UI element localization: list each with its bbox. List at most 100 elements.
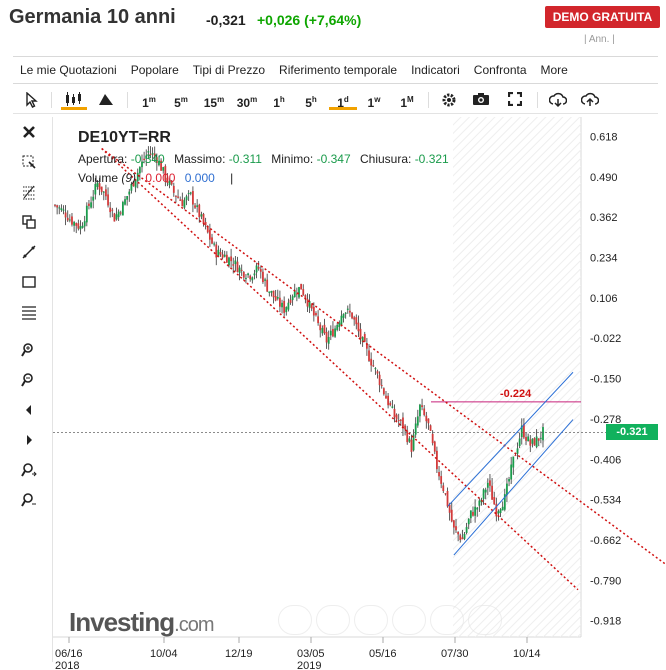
download-icon[interactable] (547, 90, 569, 110)
candle-body (497, 511, 500, 514)
timeframe-1d[interactable]: 1d (329, 90, 357, 110)
menu-price-type[interactable]: Tipi di Prezzo (192, 63, 266, 77)
date-tick-year: 2018 (55, 660, 79, 670)
zoom-in-icon[interactable] (21, 342, 43, 364)
menu-popular[interactable]: Popolare (130, 63, 179, 77)
timeframe-1M[interactable]: 1M (400, 95, 414, 110)
candle-body (170, 180, 173, 185)
rectangle-icon[interactable] (21, 274, 43, 296)
candle-body (262, 271, 264, 283)
close-icon[interactable] (21, 124, 43, 146)
zoom-extent-in-icon[interactable] (21, 462, 43, 484)
candle-body (185, 196, 188, 201)
menu-more[interactable]: More (540, 63, 568, 77)
timeframe-15m[interactable]: 15m (203, 95, 225, 110)
price-chart[interactable]: 0.618 0.490 0.362 0.234 0.106 -0.022 -0.150 -0.… (53, 117, 666, 670)
candle-body (508, 479, 510, 482)
candle-body (62, 209, 65, 211)
timeframe-1h[interactable]: 1h (273, 95, 285, 110)
trendline-icon[interactable] (21, 244, 43, 266)
low-label: Minimo: (271, 152, 314, 166)
candle-body (463, 533, 466, 539)
candle-body (293, 290, 296, 298)
candlestick-icon[interactable] (61, 90, 87, 110)
candle-body (503, 494, 506, 510)
cursor-icon[interactable] (23, 90, 41, 110)
candle-body (346, 308, 349, 310)
candle-body (268, 291, 271, 293)
nav-reset-icon[interactable] (354, 605, 388, 635)
timeframe-1m[interactable]: 1m (142, 95, 156, 110)
nav-zoom-in-icon[interactable] (392, 605, 426, 635)
scroll-right-icon[interactable] (21, 432, 43, 454)
nav-left-icon[interactable] (278, 605, 312, 635)
settings-icon[interactable] (439, 90, 459, 110)
candle-body (491, 485, 493, 500)
menu-indicators[interactable]: Indicatori (411, 63, 460, 77)
price-change: +0,026 (+7,64%) (257, 12, 362, 28)
menu-timeframe[interactable]: Riferimento temporale (279, 63, 398, 77)
chart-navigation (278, 605, 506, 635)
timeframe-5m[interactable]: 5m (174, 95, 188, 110)
nav-play-icon[interactable] (430, 605, 464, 635)
demo-account-button[interactable]: DEMO GRATUITA (545, 6, 660, 28)
candle-body (478, 500, 481, 506)
candle-body (533, 438, 536, 446)
candle-body (321, 327, 324, 334)
price-tick-label: 0.490 (590, 172, 618, 184)
candle-body (107, 194, 109, 206)
candle-body (419, 404, 421, 417)
nav-zoom-out-icon[interactable] (316, 605, 350, 635)
candle-body (393, 408, 396, 418)
candle-body (75, 223, 78, 226)
candle-body (149, 153, 152, 155)
horizontal-lines-icon[interactable] (21, 304, 43, 326)
channel-lower (453, 419, 574, 556)
zoom-out-icon[interactable] (21, 372, 43, 394)
date-tick-label: 03/05 (297, 648, 325, 660)
crosshair-icon[interactable] (21, 154, 43, 176)
candle-body (376, 371, 379, 374)
candle-body (77, 223, 80, 229)
candle-body (325, 331, 328, 343)
candle-body (81, 225, 84, 228)
candle-body (459, 535, 462, 540)
candle-body (181, 199, 184, 207)
area-chart-icon[interactable] (95, 90, 117, 110)
menu-my-quotes[interactable]: Le mie Quotazioni (20, 63, 117, 77)
timeframe-1w[interactable]: 1w (367, 95, 381, 110)
upload-icon[interactable] (579, 90, 601, 110)
price-tick-label: 0.106 (590, 293, 618, 305)
candle-body (232, 264, 235, 266)
rectangle-copy-icon[interactable] (21, 214, 43, 236)
candle-body (179, 199, 182, 201)
fullscreen-icon[interactable] (505, 90, 525, 110)
date-tick-label: 07/30 (441, 648, 469, 660)
candle-body (499, 509, 502, 513)
candle-body (306, 298, 309, 307)
ad-label[interactable]: | Ann. | (584, 34, 615, 45)
candle-body (408, 438, 411, 442)
candle-body (312, 306, 315, 316)
camera-icon[interactable] (471, 90, 491, 110)
timeframe-5h[interactable]: 5h (305, 95, 317, 110)
timeframe-30m[interactable]: 30m (236, 95, 258, 110)
menu-compare[interactable]: Confronta (473, 63, 527, 77)
candle-body (73, 222, 75, 226)
price-tick-label: -0.022 (590, 333, 621, 345)
candle-body (489, 480, 491, 486)
chart-canvas[interactable]: 0.618 0.490 0.362 0.234 0.106 -0.022 -0.150 -0.… (53, 117, 666, 670)
candle-body (404, 425, 406, 430)
candle-body (467, 518, 470, 525)
candle-body (329, 330, 332, 336)
nav-right-icon[interactable] (468, 605, 502, 635)
fibonacci-icon[interactable] (21, 184, 43, 206)
candle-body (342, 313, 345, 318)
zoom-extent-out-icon[interactable] (21, 492, 43, 514)
candle-body (351, 312, 353, 319)
candle-body (285, 307, 288, 313)
candle-body (340, 315, 343, 326)
date-tick-label: 12/19 (225, 648, 253, 660)
candle-body (151, 153, 154, 155)
scroll-left-icon[interactable] (21, 402, 43, 424)
